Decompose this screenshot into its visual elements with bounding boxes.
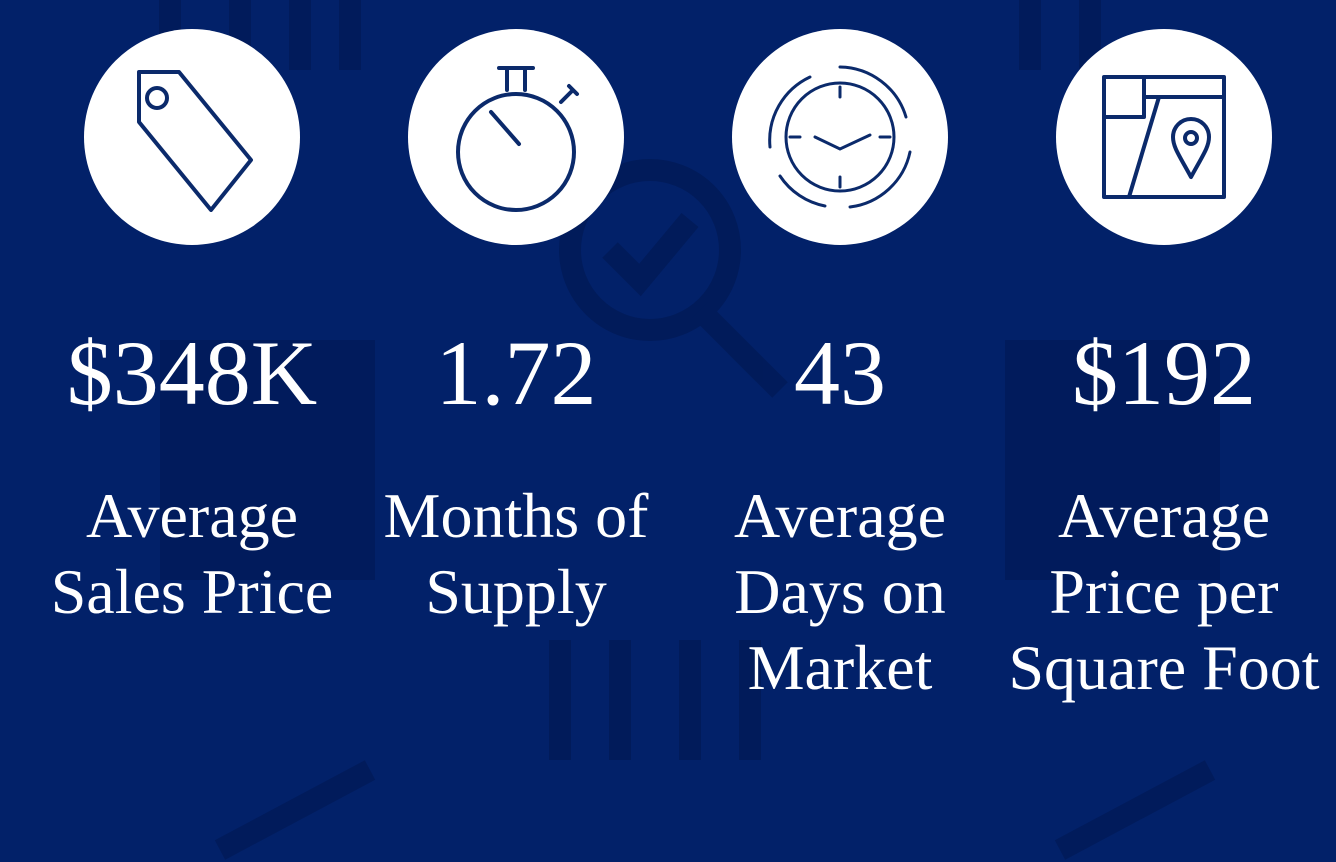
- stat-value: 43: [794, 322, 886, 424]
- stopwatch-icon: [408, 29, 624, 245]
- stat-label: Average Price per Square Foot: [1008, 480, 1320, 703]
- clock-icon: [732, 29, 948, 245]
- map-pin-icon: [1056, 29, 1272, 245]
- price-tag-icon: [84, 29, 300, 245]
- stat-label: Months of Supply: [383, 480, 649, 627]
- stat-value: 1.72: [435, 322, 597, 424]
- stat-value: $348K: [66, 322, 318, 424]
- stat-value: $192: [1072, 322, 1256, 424]
- stat-label: Average Days on Market: [734, 480, 946, 703]
- stat-label: Average Sales Price: [50, 480, 334, 627]
